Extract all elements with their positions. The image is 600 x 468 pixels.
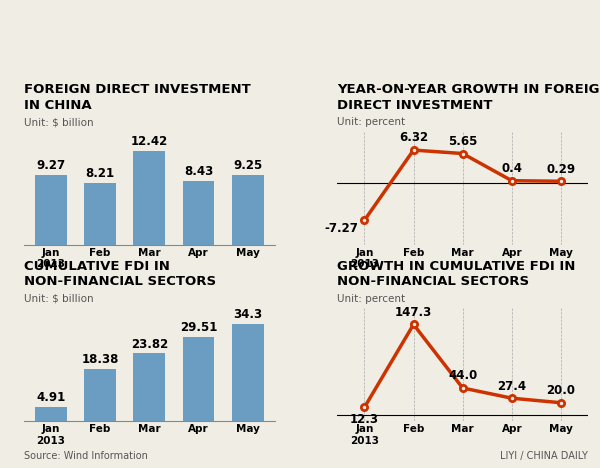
Bar: [232, 175, 263, 245]
Text: 23.82: 23.82: [131, 337, 168, 351]
Text: 9.25: 9.25: [233, 159, 262, 172]
Text: 8.21: 8.21: [86, 167, 115, 180]
Text: 6.32: 6.32: [399, 132, 428, 145]
Text: 4.91: 4.91: [37, 391, 65, 404]
Text: Unit: $ billion: Unit: $ billion: [24, 294, 94, 304]
Bar: [84, 183, 116, 245]
Text: Source: Wind Information: Source: Wind Information: [24, 451, 148, 461]
Text: 27.4: 27.4: [497, 380, 526, 393]
Bar: [133, 151, 166, 245]
Text: 147.3: 147.3: [395, 306, 432, 319]
Text: 29.51: 29.51: [180, 322, 217, 335]
Bar: [232, 324, 263, 421]
Text: -7.27: -7.27: [325, 222, 358, 235]
Text: 20.0: 20.0: [547, 384, 575, 397]
Text: 18.38: 18.38: [82, 353, 119, 366]
Text: Unit: $ billion: Unit: $ billion: [24, 117, 94, 127]
Bar: [84, 369, 116, 421]
Text: 34.3: 34.3: [233, 308, 262, 321]
Text: 0.29: 0.29: [547, 162, 575, 176]
Text: 0.4: 0.4: [502, 162, 523, 175]
Text: Unit: percent: Unit: percent: [337, 294, 406, 304]
Text: YEAR-ON-YEAR GROWTH IN FOREIGN
DIRECT INVESTMENT: YEAR-ON-YEAR GROWTH IN FOREIGN DIRECT IN…: [337, 83, 600, 112]
Bar: [182, 337, 214, 421]
Text: 9.27: 9.27: [37, 159, 65, 172]
Text: 5.65: 5.65: [448, 135, 478, 148]
Text: LIYI / CHINA DAILY: LIYI / CHINA DAILY: [500, 451, 588, 461]
Text: 8.43: 8.43: [184, 165, 213, 178]
Text: 12.42: 12.42: [131, 135, 168, 148]
Text: CUMULATIVE FDI IN
NON-FINANCIAL SECTORS: CUMULATIVE FDI IN NON-FINANCIAL SECTORS: [24, 260, 216, 288]
Bar: [133, 353, 166, 421]
Bar: [182, 181, 214, 245]
Text: FOREIGN DIRECT INVESTMENT
IN CHINA: FOREIGN DIRECT INVESTMENT IN CHINA: [24, 83, 251, 112]
Text: 12.3: 12.3: [350, 413, 379, 426]
Text: Unit: percent: Unit: percent: [337, 117, 406, 127]
Bar: [35, 175, 67, 245]
Bar: [35, 407, 67, 421]
Text: 44.0: 44.0: [448, 369, 477, 382]
Text: GROWTH IN CUMULATIVE FDI IN
NON-FINANCIAL SECTORS: GROWTH IN CUMULATIVE FDI IN NON-FINANCIA…: [337, 260, 576, 288]
